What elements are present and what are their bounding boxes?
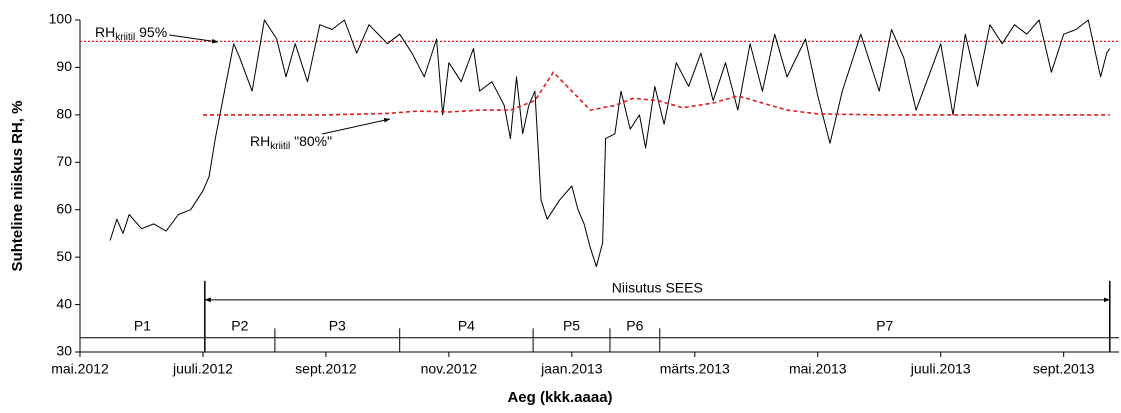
- annotation-sub: kriitil: [115, 32, 135, 43]
- x-tick-label: juuli.2012: [172, 361, 233, 377]
- y-tick-label: 50: [56, 248, 72, 264]
- line: [109, 19, 1111, 268]
- period-label: P2: [231, 318, 248, 334]
- annotation: RHkriitil 95%: [95, 24, 167, 43]
- period-label: P7: [876, 318, 893, 334]
- annotation-suffix: 95%: [135, 24, 167, 40]
- annotation-arrow: [169, 34, 219, 44]
- period-label: P4: [458, 318, 475, 334]
- x-tick-label: jaan.2013: [540, 361, 603, 377]
- period-label: P5: [563, 318, 580, 334]
- x-tick-label: mai.2012: [51, 361, 109, 377]
- x-tick-label: juuli.2013: [910, 361, 971, 377]
- y-tick-label: 70: [56, 153, 72, 169]
- period-label: P1: [134, 318, 151, 334]
- y-axis-title: Suhteline niiskus RH, %: [9, 101, 26, 272]
- x-tick-label: sept.2013: [1033, 361, 1095, 377]
- y-tick-label: 80: [56, 106, 72, 122]
- annotation-text: RH: [95, 24, 115, 40]
- y-tick-label: 40: [56, 295, 72, 311]
- y-tick-label: 60: [56, 200, 72, 216]
- annotation-sub: kriitil: [270, 141, 290, 152]
- y-tick-label: 100: [49, 11, 73, 27]
- x-tick-label: märts.2013: [660, 361, 730, 377]
- x-axis-title: Aeg (kkk.aaaa): [507, 389, 612, 406]
- x-tick-label: mai.2013: [789, 361, 847, 377]
- y-tick-label: 90: [56, 58, 72, 74]
- x-tick-label: nov.2012: [421, 361, 478, 377]
- annotation-text: RH: [250, 133, 270, 149]
- y-tick-label: 30: [56, 343, 72, 359]
- period-label: P6: [626, 318, 643, 334]
- annotation-suffix: "80%": [290, 133, 332, 149]
- annotation: RHkriitil "80%": [250, 133, 332, 152]
- irrigation-label: Niisutus SEES: [612, 280, 703, 296]
- period-label: P3: [329, 318, 346, 334]
- line: [203, 71, 1110, 116]
- annotation-arrow: [321, 117, 391, 135]
- x-tick-label: sept.2012: [295, 361, 357, 377]
